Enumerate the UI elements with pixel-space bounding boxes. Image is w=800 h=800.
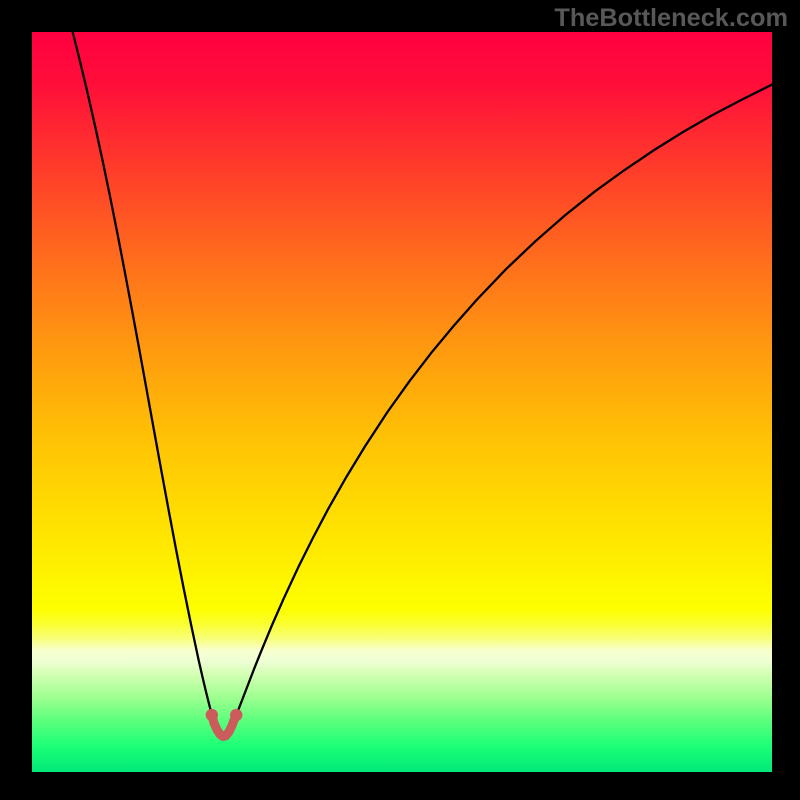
watermark-text: TheBottleneck.com	[554, 4, 788, 33]
chart-svg	[32, 32, 772, 772]
bottom-marker-endpoint-right	[230, 709, 242, 721]
bottom-marker-endpoint-left	[206, 709, 218, 721]
chart-plot-area	[32, 32, 772, 772]
gradient-background	[32, 32, 772, 772]
